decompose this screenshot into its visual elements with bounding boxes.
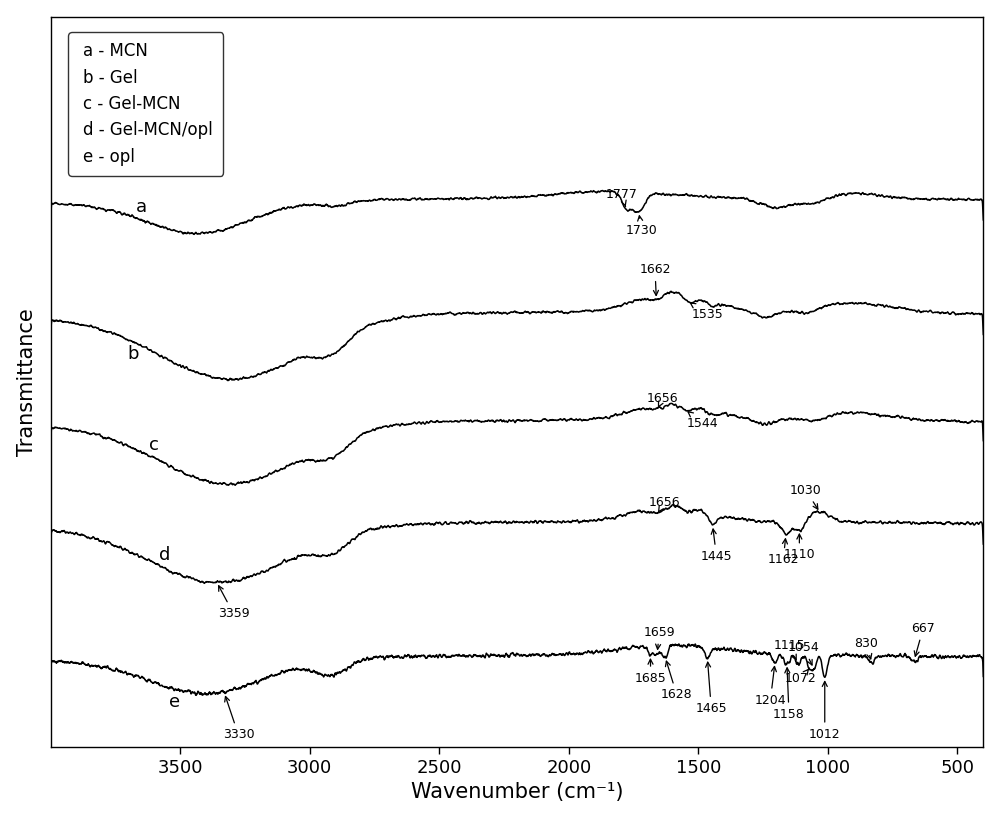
Text: 1656: 1656 — [647, 391, 679, 408]
Text: 1659: 1659 — [644, 626, 675, 649]
Text: 3330: 3330 — [223, 696, 254, 741]
Text: 1030: 1030 — [790, 484, 822, 509]
Text: 1544: 1544 — [687, 412, 718, 430]
Text: e: e — [169, 693, 180, 711]
Text: 1730: 1730 — [626, 215, 658, 237]
Text: 1662: 1662 — [639, 263, 671, 296]
Text: 3359: 3359 — [218, 586, 249, 620]
X-axis label: Wavenumber (cm⁻¹): Wavenumber (cm⁻¹) — [411, 782, 623, 803]
Legend: a - MCN, b - Gel, c - Gel-MCN, d - Gel-MCN/opl, e - opl: a - MCN, b - Gel, c - Gel-MCN, d - Gel-M… — [68, 32, 223, 175]
Text: 1072: 1072 — [785, 669, 816, 686]
Text: 830: 830 — [854, 637, 878, 659]
Text: 1054: 1054 — [788, 641, 819, 665]
Text: 1162: 1162 — [768, 539, 799, 566]
Text: 1110: 1110 — [784, 534, 815, 562]
Text: 1115: 1115 — [773, 640, 805, 660]
Text: 1465: 1465 — [695, 663, 727, 715]
Text: 1535: 1535 — [690, 303, 723, 321]
Text: 667: 667 — [911, 622, 935, 656]
Text: b: b — [128, 345, 139, 363]
Y-axis label: Transmittance: Transmittance — [17, 308, 37, 455]
Text: a: a — [136, 198, 147, 216]
Text: d: d — [159, 546, 170, 564]
Text: c: c — [149, 436, 159, 454]
Text: 1012: 1012 — [809, 681, 841, 740]
Text: 1445: 1445 — [701, 529, 732, 563]
Text: 1628: 1628 — [661, 661, 693, 701]
Text: 1204: 1204 — [755, 667, 786, 707]
Text: 1685: 1685 — [635, 659, 667, 685]
Text: 1656: 1656 — [648, 496, 680, 513]
Text: 1777: 1777 — [606, 188, 638, 206]
Text: 1158: 1158 — [773, 667, 805, 721]
